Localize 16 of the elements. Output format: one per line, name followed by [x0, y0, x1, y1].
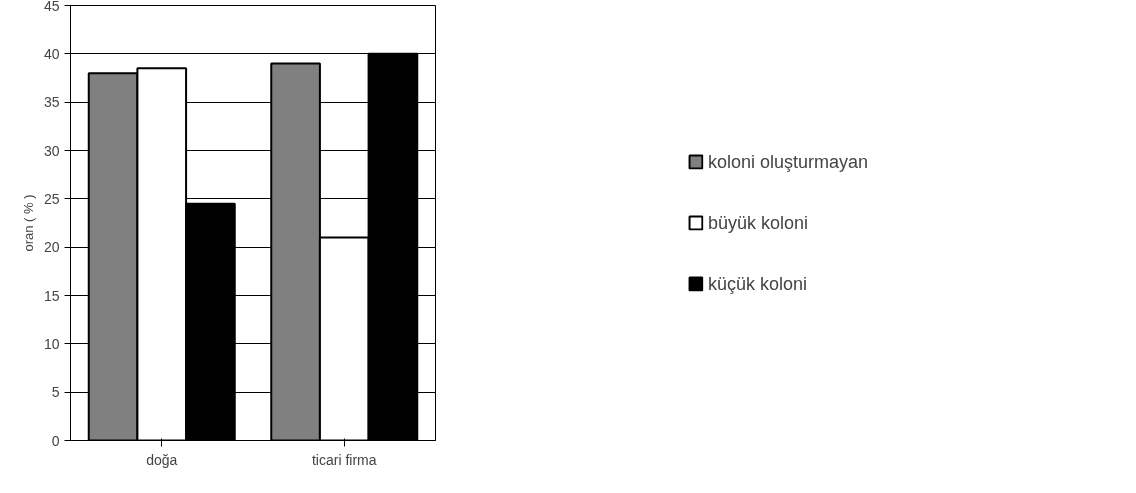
legend-label: küçük koloni [707, 273, 808, 294]
y-tick-label: 25 [43, 190, 60, 207]
legend-label: büyük koloni [707, 212, 809, 233]
y-tick-label: 40 [43, 45, 60, 62]
y-tick-label: 35 [43, 94, 60, 111]
y-axis-title: oran ( % ) [20, 194, 36, 252]
y-tick-label: 30 [43, 142, 60, 159]
y-tick-label: 15 [43, 287, 60, 304]
legend-label: koloni oluşturmayan [707, 151, 869, 172]
y-tick-label: 20 [43, 239, 60, 256]
y-tick-label: 0 [51, 432, 60, 449]
y-tick-label: 5 [51, 384, 60, 401]
y-tick-label: 45 [43, 0, 60, 14]
x-tick-label: doğa [146, 451, 178, 468]
x-tick-label: ticari firma [311, 451, 377, 468]
y-tick-label: 10 [43, 335, 60, 352]
